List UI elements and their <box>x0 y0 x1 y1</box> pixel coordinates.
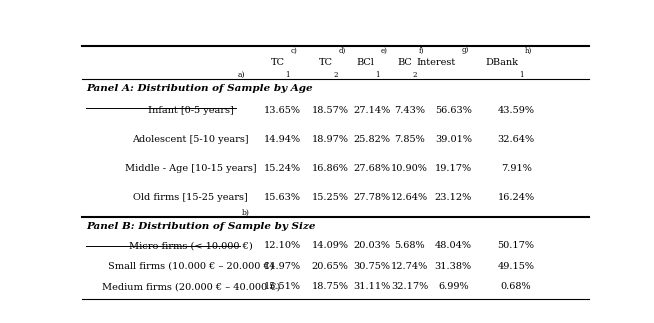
Text: 1: 1 <box>519 71 524 79</box>
Text: 18.97%: 18.97% <box>311 135 349 144</box>
Text: 14.97%: 14.97% <box>264 262 301 271</box>
Text: Adolescent [5-10 years]: Adolescent [5-10 years] <box>132 135 249 144</box>
Text: 27.14%: 27.14% <box>354 106 391 115</box>
Text: 14.09%: 14.09% <box>311 241 349 250</box>
Text: BC: BC <box>398 58 412 67</box>
Text: a): a) <box>237 71 245 79</box>
Text: 12.64%: 12.64% <box>391 193 428 202</box>
Text: 56.63%: 56.63% <box>435 106 472 115</box>
Text: 0.68%: 0.68% <box>501 282 532 291</box>
Text: 43.59%: 43.59% <box>498 106 534 115</box>
Text: 7.91%: 7.91% <box>501 164 532 173</box>
Text: 2: 2 <box>413 71 417 79</box>
Text: Small firms (10.000 € – 20.000 €): Small firms (10.000 € – 20.000 €) <box>108 262 273 271</box>
Text: Panel B: Distribution of Sample by Size: Panel B: Distribution of Sample by Size <box>86 222 315 231</box>
Text: e): e) <box>381 47 388 55</box>
Text: 7.85%: 7.85% <box>394 135 425 144</box>
Text: 19.17%: 19.17% <box>435 164 472 173</box>
Text: DBank: DBank <box>486 58 519 67</box>
Text: Interest: Interest <box>417 58 456 67</box>
Text: 15.25%: 15.25% <box>311 193 349 202</box>
Text: 23.12%: 23.12% <box>435 193 472 202</box>
Text: 32.17%: 32.17% <box>391 282 428 291</box>
Text: 27.78%: 27.78% <box>354 193 390 202</box>
Text: TC: TC <box>318 58 333 67</box>
Text: Old firms [15-25 years]: Old firms [15-25 years] <box>133 193 248 202</box>
Text: 6.99%: 6.99% <box>438 282 468 291</box>
Text: c): c) <box>290 47 298 55</box>
Text: 12.10%: 12.10% <box>264 241 301 250</box>
Text: Micro firms (< 10.000 €): Micro firms (< 10.000 €) <box>129 241 252 250</box>
Text: Middle - Age [10-15 years]: Middle - Age [10-15 years] <box>125 164 256 173</box>
Text: 15.51%: 15.51% <box>264 282 300 291</box>
Text: 49.15%: 49.15% <box>498 262 534 271</box>
Text: Medium firms (20.000 € – 40.000 €): Medium firms (20.000 € – 40.000 €) <box>101 282 280 291</box>
Text: 13.65%: 13.65% <box>264 106 300 115</box>
Text: f): f) <box>419 47 424 55</box>
Text: 20.03%: 20.03% <box>354 241 390 250</box>
Text: 39.01%: 39.01% <box>435 135 472 144</box>
Text: d): d) <box>339 47 346 55</box>
Text: 25.82%: 25.82% <box>354 135 390 144</box>
Text: 16.24%: 16.24% <box>498 193 535 202</box>
Text: 10.90%: 10.90% <box>391 164 428 173</box>
Text: Panel A: Distribution of Sample by Age: Panel A: Distribution of Sample by Age <box>86 84 313 93</box>
Text: 30.75%: 30.75% <box>354 262 390 271</box>
Text: 12.74%: 12.74% <box>391 262 428 271</box>
Text: 14.94%: 14.94% <box>264 135 301 144</box>
Text: 27.68%: 27.68% <box>354 164 390 173</box>
Text: 32.64%: 32.64% <box>498 135 535 144</box>
Text: 18.57%: 18.57% <box>311 106 349 115</box>
Text: 16.86%: 16.86% <box>312 164 349 173</box>
Text: 15.24%: 15.24% <box>264 164 301 173</box>
Text: g): g) <box>462 47 469 55</box>
Text: b): b) <box>241 209 249 217</box>
Text: 2: 2 <box>333 71 337 79</box>
Text: 15.63%: 15.63% <box>264 193 300 202</box>
Text: 18.75%: 18.75% <box>311 282 349 291</box>
Text: 1: 1 <box>285 71 290 79</box>
Text: 31.11%: 31.11% <box>354 282 391 291</box>
Text: 50.17%: 50.17% <box>498 241 534 250</box>
Text: Infant [0-5 years]: Infant [0-5 years] <box>148 106 233 115</box>
Text: TC: TC <box>271 58 284 67</box>
Text: 48.04%: 48.04% <box>435 241 472 250</box>
Text: 20.65%: 20.65% <box>312 262 349 271</box>
Text: 5.68%: 5.68% <box>394 241 425 250</box>
Text: 7.43%: 7.43% <box>394 106 425 115</box>
Text: 1: 1 <box>375 71 380 79</box>
Text: h): h) <box>525 47 532 55</box>
Text: BCl: BCl <box>357 58 375 67</box>
Text: 31.38%: 31.38% <box>435 262 472 271</box>
